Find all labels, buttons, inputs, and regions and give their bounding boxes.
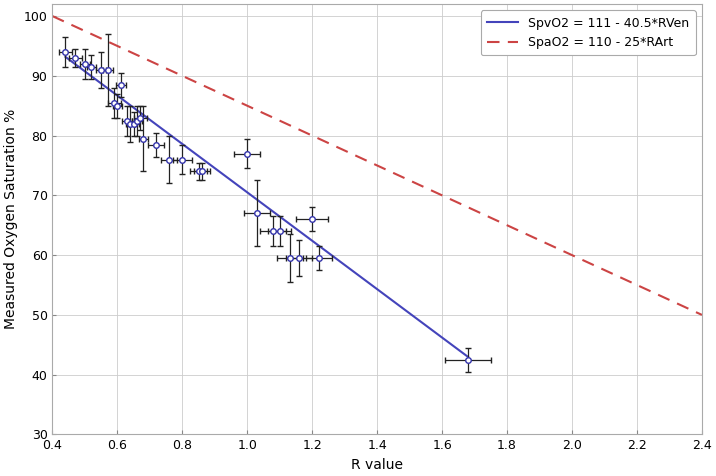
SpvO2 = 111 - 40.5*RVen <box>430 328 438 334</box>
SpvO2 = 111 - 40.5*RVen <box>464 354 473 360</box>
SpaO2 = 110 - 25*RArt <box>637 284 645 290</box>
Line: SpaO2 = 110 - 25*RArt: SpaO2 = 110 - 25*RArt <box>52 16 702 315</box>
SpvO2 = 111 - 40.5*RVen <box>168 134 177 139</box>
SpaO2 = 110 - 25*RArt <box>435 191 443 197</box>
SpaO2 = 110 - 25*RArt <box>48 13 57 19</box>
SpaO2 = 110 - 25*RArt <box>432 190 441 196</box>
SpaO2 = 110 - 25*RArt <box>445 196 454 202</box>
SpaO2 = 110 - 25*RArt <box>50 14 59 20</box>
SpvO2 = 111 - 40.5*RVen <box>77 66 86 72</box>
SpaO2 = 110 - 25*RArt <box>596 265 604 271</box>
SpvO2 = 111 - 40.5*RVen <box>85 72 94 78</box>
Line: SpvO2 = 111 - 40.5*RVen: SpvO2 = 111 - 40.5*RVen <box>65 57 468 357</box>
SpvO2 = 111 - 40.5*RVen <box>136 110 145 116</box>
SpvO2 = 111 - 40.5*RVen <box>61 54 69 60</box>
SpvO2 = 111 - 40.5*RVen <box>444 339 453 345</box>
X-axis label: R value: R value <box>352 458 403 472</box>
Y-axis label: Measured Oxygen Saturation %: Measured Oxygen Saturation % <box>4 109 18 329</box>
Legend: SpvO2 = 111 - 40.5*RVen, SpaO2 = 110 - 25*RArt: SpvO2 = 111 - 40.5*RVen, SpaO2 = 110 - 2… <box>481 10 696 55</box>
SpaO2 = 110 - 25*RArt <box>697 312 706 318</box>
